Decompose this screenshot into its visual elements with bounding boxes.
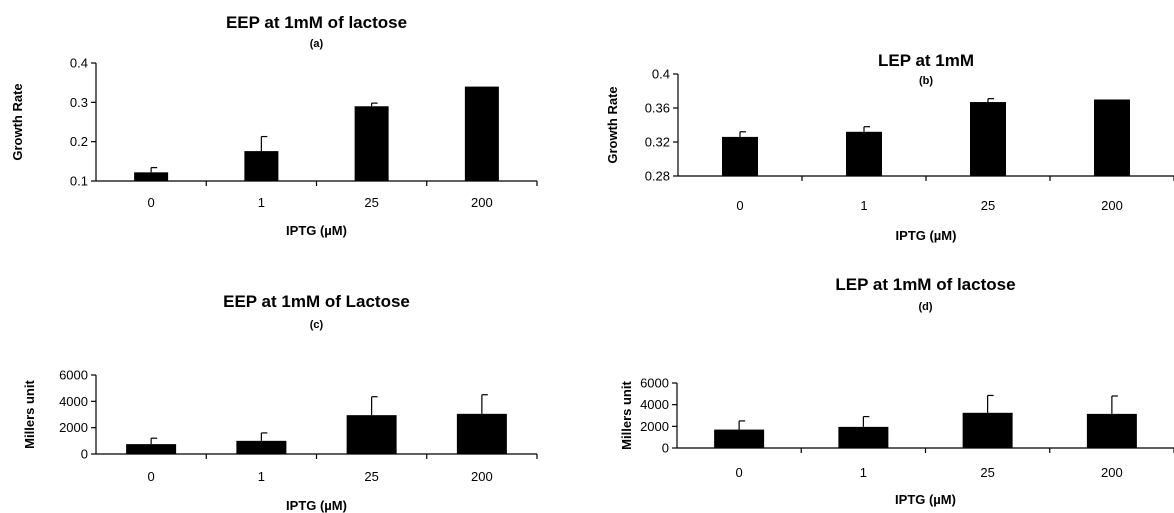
chart-c-x-label: IPTG (µM) <box>286 498 347 513</box>
bar <box>354 106 389 181</box>
bar <box>1094 99 1130 176</box>
bar <box>1086 413 1137 448</box>
bar <box>244 151 279 181</box>
chart-a-y-label: Growth Rate <box>10 83 25 160</box>
chart-b-subtitle: (b) <box>919 75 933 87</box>
x-tick-label: 0 <box>736 198 743 213</box>
y-tick-label: 0.4 <box>70 56 88 71</box>
y-tick-label: 0.36 <box>645 101 670 116</box>
x-tick-label: 25 <box>364 195 378 210</box>
y-tick-label: 4000 <box>640 397 669 412</box>
x-tick-label: 1 <box>258 469 265 484</box>
y-tick-label: 2000 <box>640 419 669 434</box>
x-tick-label: 200 <box>471 195 493 210</box>
y-tick-label: 0.28 <box>645 169 670 184</box>
y-tick-label: 4000 <box>59 394 88 409</box>
chart-a-title: EEP at 1mM of lactose <box>226 13 407 32</box>
bar <box>236 440 287 454</box>
bar <box>962 412 1013 448</box>
x-tick-label: 1 <box>258 195 265 210</box>
y-tick-label: 0.3 <box>70 95 88 110</box>
y-tick-label: 6000 <box>59 368 88 383</box>
chart-d: LEP at 1mM of lactose (d) 0 2000 4000 6000 0 1 2… <box>619 275 1174 507</box>
bar <box>456 413 507 454</box>
x-tick-label: 0 <box>736 465 743 480</box>
y-tick-label: 2000 <box>59 420 88 435</box>
x-tick-label: 1 <box>860 465 867 480</box>
y-tick-label: 0 <box>81 447 88 462</box>
bar <box>714 429 765 448</box>
chart-d-y-label: Millers unit <box>619 381 634 450</box>
chart-c-subtitle: (c) <box>310 319 324 331</box>
bar <box>126 444 177 454</box>
bar <box>838 426 889 448</box>
bar <box>970 102 1006 176</box>
chart-c-title: EEP at 1mM of Lactose <box>223 292 410 311</box>
x-tick-label: 25 <box>364 469 378 484</box>
x-tick-label: 200 <box>471 469 493 484</box>
chart-a-x-label: IPTG (µM) <box>286 223 347 238</box>
chart-c: EEP at 1mM of Lactose (c) 0 2000 4000 6000 0 1 2… <box>22 292 538 513</box>
bar <box>346 415 397 454</box>
bar <box>134 172 169 181</box>
y-tick-label: 0.4 <box>652 67 670 82</box>
x-tick-label: 1 <box>860 198 867 213</box>
chart-b-title: LEP at 1mM <box>878 51 974 70</box>
x-tick-label: 0 <box>148 195 155 210</box>
y-tick-label: 0 <box>662 441 669 456</box>
bar <box>722 136 758 176</box>
x-tick-label: 200 <box>1101 465 1123 480</box>
y-tick-label: 0.2 <box>70 134 88 149</box>
y-tick-label: 0.32 <box>645 135 670 150</box>
x-tick-label: 25 <box>980 465 994 480</box>
chart-d-x-label: IPTG (µM) <box>895 492 956 507</box>
chart-a: EEP at 1mM of lactose (a) 0.1 0.2 0.3 0.4 0 1 25… <box>10 13 538 238</box>
bar <box>464 86 499 181</box>
bar <box>846 131 882 176</box>
y-tick-label: 0.1 <box>70 174 88 189</box>
chart-c-y-label: Millers unit <box>22 380 37 449</box>
x-tick-label: 25 <box>981 198 995 213</box>
chart-d-title: LEP at 1mM of lactose <box>835 275 1015 294</box>
chart-b-y-label: Growth Rate <box>605 86 620 163</box>
x-tick-label: 200 <box>1101 198 1123 213</box>
chart-d-subtitle: (d) <box>918 301 932 313</box>
chart-b-x-label: IPTG (µM) <box>896 228 957 243</box>
chart-a-subtitle: (a) <box>310 38 324 50</box>
chart-b: LEP at 1mM (b) 0.28 0.32 0.36 0.4 0 1 25 200 IPTG … <box>605 51 1174 243</box>
y-tick-label: 6000 <box>640 376 669 391</box>
x-tick-label: 0 <box>148 469 155 484</box>
